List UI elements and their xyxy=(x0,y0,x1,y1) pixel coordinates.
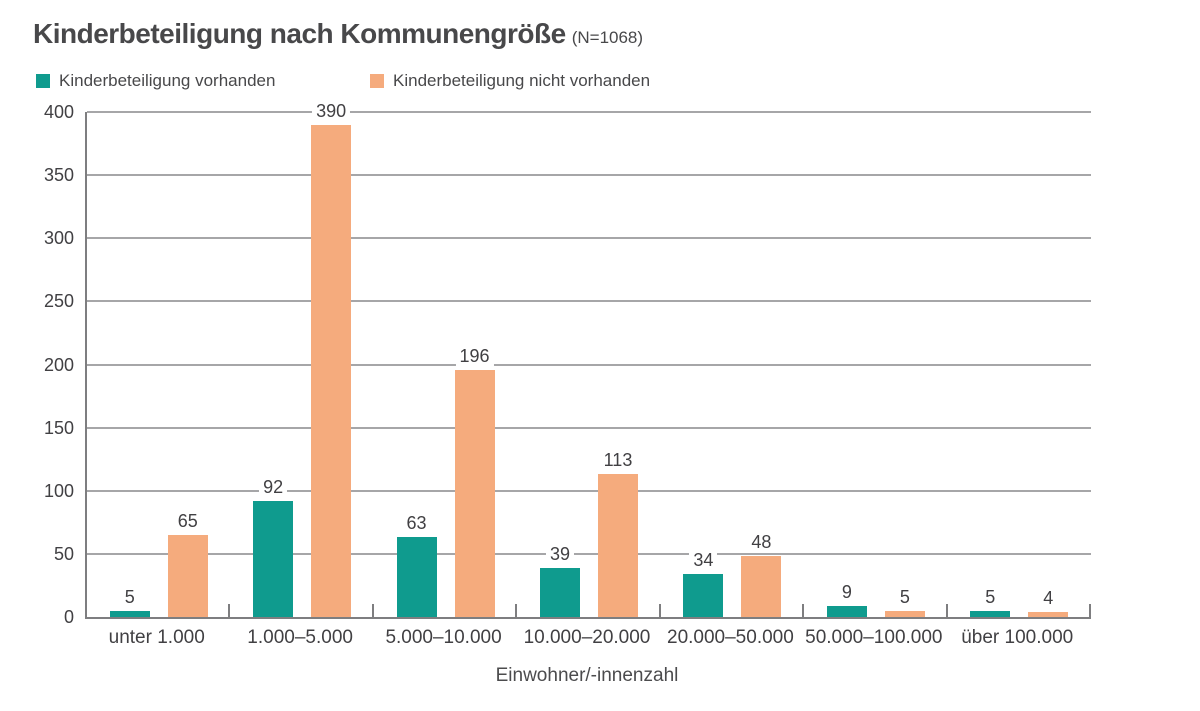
bar-wrap: 63 xyxy=(396,513,437,617)
y-tick-label-200: 200 xyxy=(43,354,74,375)
bar-group-1: 5 65 xyxy=(87,112,230,617)
legend-item-vorhanden: Kinderbeteiligung vorhanden xyxy=(36,71,275,91)
bar-wrap: 4 xyxy=(1028,587,1069,617)
bar-value-label: 63 xyxy=(402,513,431,535)
bar-group-2: 92 390 xyxy=(230,100,373,617)
y-tick-label-100: 100 xyxy=(43,480,74,501)
x-category-label-5: 20.000–50.000 xyxy=(667,627,794,648)
x-axis-tick xyxy=(658,604,661,617)
gridline-150 xyxy=(87,426,1091,429)
legend-item-nicht-vorhanden: Kinderbeteiligung nicht vorhanden xyxy=(370,71,650,91)
gridline-400 xyxy=(87,111,1091,113)
gridline-300 xyxy=(87,237,1091,240)
x-axis-tick xyxy=(1089,604,1091,617)
bar-value-label: 9 xyxy=(837,581,856,603)
bar-nicht-vorhanden-4 xyxy=(597,474,638,617)
bar-wrap: 196 xyxy=(454,345,495,617)
x-axis-category-labels: unter 1.000 1.000–5.000 5.000–10.000 10.000… xyxy=(85,627,1089,649)
bar-vorhanden-4 xyxy=(539,567,580,617)
bar-value-label: 5 xyxy=(120,586,139,608)
bar-value-label: 34 xyxy=(689,550,718,572)
bar-vorhanden-5 xyxy=(683,574,724,617)
x-axis-tick xyxy=(371,604,374,617)
bar-vorhanden-6 xyxy=(826,605,867,617)
y-tick-label-150: 150 xyxy=(43,417,74,438)
bar-value-label: 5 xyxy=(895,586,914,608)
gridline-100 xyxy=(87,489,1091,492)
bar-nicht-vorhanden-6 xyxy=(884,610,925,617)
bar-wrap: 65 xyxy=(167,510,208,617)
bar-wrap: 390 xyxy=(311,100,352,617)
y-tick-label-250: 250 xyxy=(43,291,74,312)
legend-label-vorhanden: Kinderbeteiligung vorhanden xyxy=(59,71,276,90)
legend-label-nicht-vorhanden: Kinderbeteiligung nicht vorhanden xyxy=(393,71,651,90)
x-category-label-1: unter 1.000 xyxy=(108,627,205,648)
bar-wrap: 92 xyxy=(253,476,294,617)
bar-value-label: 4 xyxy=(1039,587,1058,609)
y-tick-label-350: 350 xyxy=(43,165,74,186)
x-axis-tick xyxy=(515,604,518,617)
chart-title-text: Kinderbeteiligung nach Kommunengröße xyxy=(33,18,566,49)
bar-nicht-vorhanden-2 xyxy=(311,124,352,617)
bar-value-label: 390 xyxy=(312,100,351,122)
bar-value-label: 5 xyxy=(981,586,1000,608)
x-category-label-7: über 100.000 xyxy=(961,627,1074,648)
bar-vorhanden-2 xyxy=(253,500,294,617)
x-category-label-3: 5.000–10.000 xyxy=(385,627,502,648)
gridline-200 xyxy=(87,363,1091,366)
x-axis-tick xyxy=(228,604,231,617)
bar-wrap: 34 xyxy=(683,550,724,617)
legend-swatch-teal xyxy=(36,74,50,88)
bar-value-label: 196 xyxy=(455,345,494,367)
plot-area: 5 65 92 390 63 196 39 113 34 48 9 5 5 4 xyxy=(85,100,1091,619)
bar-value-label: 48 xyxy=(747,532,776,554)
bar-wrap: 113 xyxy=(597,450,638,617)
bar-nicht-vorhanden-7 xyxy=(1028,611,1069,617)
bar-group-3: 63 196 xyxy=(374,112,517,617)
chart-title-n: (N=1068) xyxy=(571,28,644,47)
bar-wrap: 5 xyxy=(970,586,1011,617)
bar-vorhanden-1 xyxy=(109,610,150,617)
x-category-label-2: 1.000–5.000 xyxy=(247,627,353,648)
x-axis-title: Einwohner/-innenzahl xyxy=(495,665,679,686)
x-category-label-6: 50.000–100.000 xyxy=(805,627,943,648)
gridline-250 xyxy=(87,300,1091,303)
bar-nicht-vorhanden-3 xyxy=(454,369,495,617)
y-tick-label-50: 50 xyxy=(53,543,74,564)
bar-group-4: 39 113 xyxy=(517,112,660,617)
x-category-label-4: 10.000–20.000 xyxy=(523,627,651,648)
y-axis-labels: 0 50 100 150 200 250 300 350 400 xyxy=(0,0,74,711)
bar-nicht-vorhanden-5 xyxy=(741,556,782,617)
chart-title: Kinderbeteiligung nach Kommunengröße (N=1… xyxy=(33,18,643,50)
y-tick-label-400: 400 xyxy=(43,102,74,122)
bar-vorhanden-7 xyxy=(970,610,1011,617)
gridline-50 xyxy=(87,552,1091,555)
bar-wrap: 48 xyxy=(741,532,782,617)
bar-vorhanden-3 xyxy=(396,537,437,617)
gridline-350 xyxy=(87,174,1091,177)
y-tick-label-0: 0 xyxy=(63,607,74,627)
bar-value-label: 92 xyxy=(259,476,288,498)
bar-nicht-vorhanden-1 xyxy=(167,534,208,617)
bar-wrap: 5 xyxy=(109,586,150,617)
bar-value-label: 113 xyxy=(599,450,637,472)
y-tick-label-300: 300 xyxy=(43,228,74,249)
bar-wrap: 5 xyxy=(884,586,925,617)
x-axis-tick xyxy=(802,604,805,617)
bar-group-5: 34 48 xyxy=(661,112,804,617)
bar-wrap: 9 xyxy=(826,581,867,617)
bar-value-label: 65 xyxy=(173,510,202,532)
x-axis-tick xyxy=(945,604,948,617)
legend-swatch-orange xyxy=(370,74,384,88)
bar-wrap: 39 xyxy=(539,543,580,617)
bar-value-label: 39 xyxy=(545,543,574,565)
